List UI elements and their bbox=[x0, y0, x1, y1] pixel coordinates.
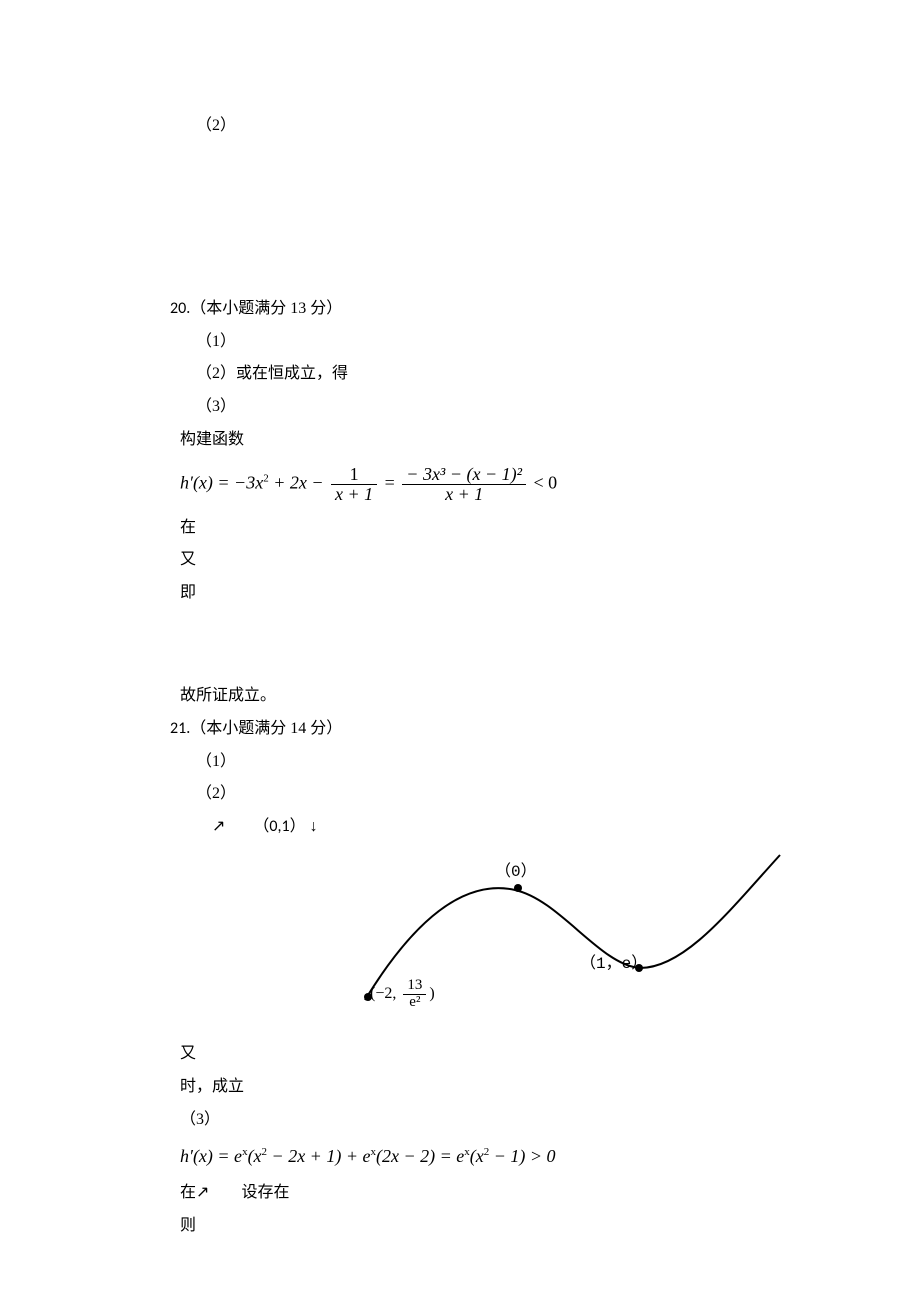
graph-label-left: (−2, 13e²) bbox=[370, 978, 435, 1011]
q20-item3: （3） bbox=[170, 391, 920, 424]
q20-f-frac2: − 3x³ − (x − 1)²x + 1 bbox=[402, 465, 526, 504]
gl-frac-num: 13 bbox=[403, 978, 426, 994]
q21-zai-line: 在↗ 设存在 bbox=[170, 1177, 920, 1210]
graph-label-left-close: ) bbox=[429, 985, 434, 1002]
q20-f-tail: < 0 bbox=[529, 472, 557, 492]
q20-f-frac1: 1x + 1 bbox=[331, 465, 377, 504]
q20-zai: 在 bbox=[170, 512, 920, 545]
q21-ze: 则 bbox=[170, 1210, 920, 1243]
spacer-after-block2 bbox=[170, 143, 920, 293]
q20-item1: （1） bbox=[170, 326, 920, 359]
f2-c: − 2x + 1) + e bbox=[267, 1146, 370, 1166]
q21-shi: 时，成立 bbox=[170, 1071, 920, 1104]
q20-title-text: （本小题满分 13 分） bbox=[190, 300, 342, 317]
q20-f-frac2-den: x + 1 bbox=[402, 484, 526, 504]
q20-f-plus2x: + 2x − bbox=[269, 472, 328, 492]
q20-f-frac1-den: x + 1 bbox=[331, 484, 377, 504]
q21-formula2: h′(x) = ex(x2 − 2x + 1) + ex(2x − 2) = e… bbox=[170, 1136, 920, 1176]
q21-set: 设存在 bbox=[241, 1184, 289, 1201]
q21-you: 又 bbox=[170, 1038, 920, 1071]
graph-label-right: （1，e） bbox=[580, 950, 647, 979]
q21-interval: （0,1） bbox=[253, 817, 305, 836]
q21-title-text: （本小题满分 14 分） bbox=[190, 720, 342, 737]
graph-label-top: （0） bbox=[495, 858, 537, 887]
q20-formula: h′(x) = −3x2 + 2x − 1x + 1 = − 3x³ − (x … bbox=[170, 457, 920, 512]
q21-number: 21. bbox=[170, 719, 190, 738]
block2-marker: （2） bbox=[170, 110, 920, 143]
arrow-ne-icon-2: ↗ bbox=[196, 1184, 209, 1201]
f2-a: h′(x) = e bbox=[180, 1146, 242, 1166]
arrow-down-icon: ↓ bbox=[310, 818, 318, 835]
q20-item2: （2）或在恒成立，得 bbox=[170, 358, 920, 391]
q20-f-lhs: h′(x) = −3x bbox=[180, 472, 263, 492]
q21-graph: （0） （1，e） (−2, 13e²) bbox=[290, 850, 850, 1030]
gl-frac-den: e² bbox=[403, 994, 426, 1011]
graph-label-left-open: (−2, bbox=[370, 985, 400, 1002]
f2-b: (x bbox=[248, 1146, 262, 1166]
f2-d: (2x − 2) = e bbox=[376, 1146, 464, 1166]
q20-conclusion: 故所证成立。 bbox=[170, 680, 920, 713]
q21-spacer bbox=[209, 1184, 241, 1201]
arrow-ne-icon: ↗ bbox=[212, 818, 225, 835]
q20-f-eq: = bbox=[380, 472, 399, 492]
f2-e: (x bbox=[470, 1146, 484, 1166]
q21-item3: （3） bbox=[170, 1104, 920, 1137]
q20-number: 20. bbox=[170, 299, 190, 318]
q20-ji: 即 bbox=[170, 577, 920, 610]
q20-f-frac1-num: 1 bbox=[331, 465, 377, 484]
q21-item2: （2） bbox=[170, 778, 920, 811]
graph-label-left-frac: 13e² bbox=[403, 978, 426, 1011]
spacer-q20-mid bbox=[170, 610, 920, 680]
q20-title: 20.（本小题满分 13 分） bbox=[170, 293, 920, 326]
q21-zai: 在 bbox=[180, 1184, 196, 1201]
q21-mono-line: ↗ （0,1） ↓ bbox=[170, 811, 920, 844]
q20-construct: 构建函数 bbox=[170, 424, 920, 457]
q20-f-frac2-num: − 3x³ − (x − 1)² bbox=[402, 465, 526, 484]
q20-you: 又 bbox=[170, 544, 920, 577]
q21-item1: （1） bbox=[170, 746, 920, 779]
q21-title: 21.（本小题满分 14 分） bbox=[170, 713, 920, 746]
f2-f: − 1) > 0 bbox=[489, 1146, 555, 1166]
